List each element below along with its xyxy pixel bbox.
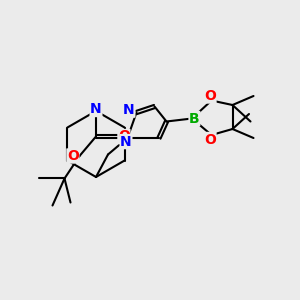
Text: N: N <box>123 103 135 117</box>
Text: O: O <box>67 149 79 163</box>
Text: O: O <box>204 133 216 146</box>
Text: B: B <box>189 112 200 125</box>
Text: N: N <box>90 103 102 116</box>
Text: O: O <box>204 89 216 103</box>
Text: N: N <box>120 135 132 148</box>
Text: O: O <box>118 130 130 143</box>
